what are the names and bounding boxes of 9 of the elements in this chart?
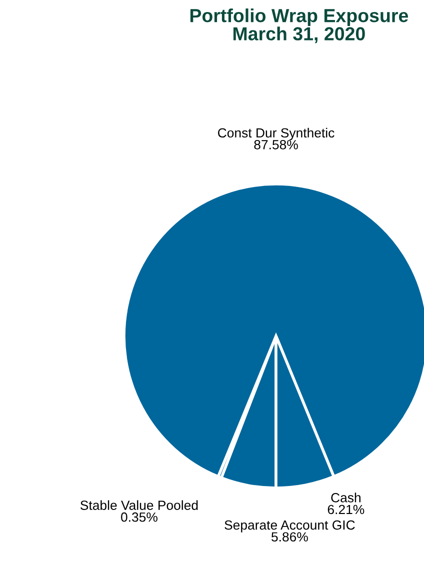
slice-label: Stable Value Pooled (80, 500, 198, 510)
data-label: 87.58% (254, 140, 298, 150)
chart-title: Portfolio Wrap Exposure March 31, 2020 (190, 8, 408, 44)
data-label: 6.21% (328, 504, 364, 514)
slice-label: Cash (331, 492, 360, 502)
slice-label: Const Dur Synthetic (218, 128, 334, 140)
data-label: 0.35% (121, 512, 158, 522)
slice-label: Separate Account GIC (224, 520, 355, 532)
data-label: 5.86% (272, 532, 308, 542)
